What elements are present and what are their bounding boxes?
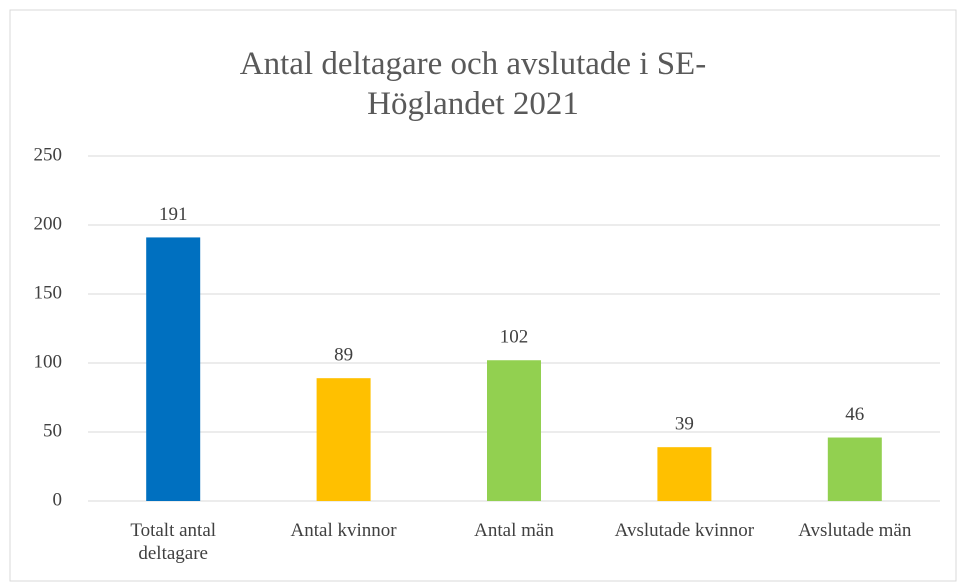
y-tick-label: 0 (53, 489, 63, 510)
y-tick-label: 50 (43, 420, 62, 441)
bar (657, 447, 712, 501)
x-tick-label: Antal män (474, 520, 554, 541)
y-tick-label: 250 (34, 144, 63, 165)
bar (146, 237, 201, 502)
bar (487, 360, 541, 501)
x-tick-label: Totalt antal deltagare (130, 520, 217, 564)
x-tick-label: Avslutade män (798, 520, 912, 541)
x-tick-label: Avslutade kvinnor (614, 520, 755, 541)
x-tick-label: Antal kvinnor (290, 520, 397, 541)
data-label: 89 (334, 345, 353, 366)
bar (316, 378, 371, 501)
chart-title: Antal deltagare och avslutade i SE-Högla… (239, 46, 707, 122)
y-tick-label: 200 (34, 213, 63, 234)
data-label: 39 (675, 414, 694, 435)
data-label: 191 (159, 204, 188, 225)
data-label: 46 (845, 404, 864, 425)
bar (827, 437, 882, 501)
data-label: 102 (500, 327, 529, 348)
y-tick-label: 150 (34, 282, 63, 303)
chart-border (9, 9, 957, 582)
y-tick-label: 100 (34, 351, 63, 372)
